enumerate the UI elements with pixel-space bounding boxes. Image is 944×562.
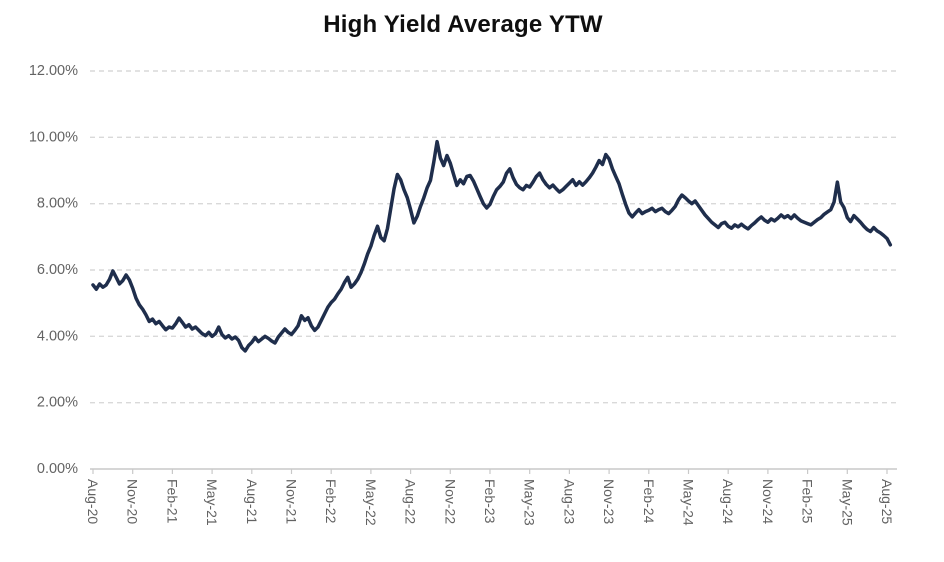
x-axis-label: Aug-25 [879,479,895,524]
y-axis-label: 6.00% [37,262,78,278]
x-axis-label: Feb-22 [323,479,339,524]
x-axis-label: May-24 [680,479,696,526]
x-axis-label: Nov-22 [442,479,458,524]
chart-title: High Yield Average YTW [323,11,603,38]
x-axis-label: Feb-25 [800,479,816,524]
x-axis-label: May-25 [839,479,855,526]
x-axis-label: Nov-21 [283,479,299,524]
x-axis-label: Aug-23 [561,479,577,524]
x-axis-label: May-23 [522,479,538,526]
x-axis-label: Nov-23 [601,479,617,524]
x-axis-label: Nov-24 [760,479,776,524]
x-axis-label: Feb-24 [641,479,657,524]
x-axis-label: May-22 [363,479,379,526]
y-axis-label: 10.00% [29,129,78,145]
x-axis-label: Aug-24 [720,479,736,524]
y-axis-label: 12.00% [29,63,78,79]
x-axis-label: Feb-23 [482,479,498,524]
x-axis-label: Aug-20 [85,479,101,524]
y-axis-label: 4.00% [37,328,78,344]
yield-line [91,139,893,353]
y-axis-label: 2.00% [37,395,78,411]
x-axis-label: Feb-21 [164,479,180,524]
y-axis-label: 8.00% [37,196,78,212]
x-axis-label: Aug-22 [403,479,419,524]
y-axis-label: 0.00% [37,461,78,477]
x-axis-label: Nov-20 [125,479,141,524]
x-axis-label: May-21 [204,479,220,526]
x-axis-label: Aug-21 [244,479,260,524]
